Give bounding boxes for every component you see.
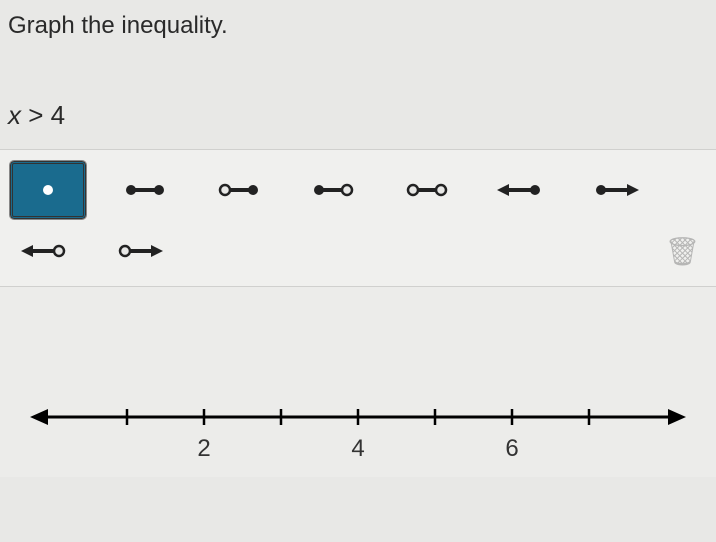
tool-closed-right-arrow[interactable]: [580, 165, 650, 215]
point-icon: [24, 180, 72, 200]
tick-label: 6: [505, 435, 518, 463]
tool-point[interactable]: [10, 161, 86, 219]
tool-open-closed[interactable]: [204, 165, 274, 215]
tool-closed-open[interactable]: [298, 165, 368, 215]
tool-panel: 🗑: [0, 149, 716, 287]
tool-row-1: [10, 160, 700, 220]
open-right-arrow-icon: [115, 241, 163, 261]
tool-open-open[interactable]: [392, 165, 462, 215]
open-closed-icon: [215, 180, 263, 200]
tick-label: 2: [197, 435, 210, 463]
closed-open-icon: [309, 180, 357, 200]
tool-left-arrow-closed[interactable]: [486, 165, 556, 215]
tick-label: 4: [351, 435, 364, 463]
trash-icon[interactable]: 🗑: [664, 235, 700, 268]
instruction-text: Graph the inequality.: [0, 0, 716, 40]
inequality-variable: x: [8, 100, 21, 130]
tool-row-2: 🗑: [10, 226, 700, 276]
closed-closed-icon: [121, 180, 169, 200]
left-arrow-open-icon: [21, 241, 69, 261]
inequality-rest: > 4: [21, 100, 65, 130]
inequality-expression: x > 4: [0, 40, 716, 131]
left-arrow-closed-icon: [497, 180, 545, 200]
tool-left-arrow-open[interactable]: [10, 226, 80, 276]
open-open-icon: [403, 180, 451, 200]
tool-open-right-arrow[interactable]: [104, 226, 174, 276]
closed-right-arrow-icon: [591, 180, 639, 200]
tool-closed-closed[interactable]: [110, 165, 180, 215]
numberline-area[interactable]: 2 4 6: [0, 287, 716, 477]
